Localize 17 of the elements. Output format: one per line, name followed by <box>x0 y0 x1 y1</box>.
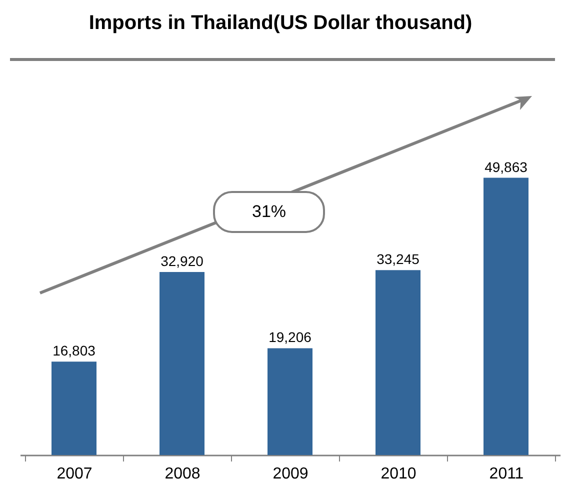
bar <box>268 348 312 455</box>
x-tick-label: 2008 <box>164 466 200 482</box>
bar <box>160 272 204 455</box>
callout-box: 31% <box>213 191 325 233</box>
x-tick-label: 2007 <box>56 466 92 482</box>
chart-title: Imports in Thailand(US Dollar thousand) <box>88 12 474 35</box>
data-label: 16,803 <box>52 342 96 359</box>
x-tick-label: 2011 <box>489 466 524 482</box>
bar <box>484 178 528 455</box>
data-label: 49,863 <box>484 158 528 175</box>
bar <box>52 362 96 455</box>
x-tick-label: 2010 <box>380 466 416 482</box>
x-tick-label: 2009 <box>272 466 308 482</box>
data-label: 32,920 <box>160 252 204 269</box>
bar <box>376 270 420 455</box>
data-label: 33,245 <box>376 251 420 268</box>
data-label: 19,206 <box>268 329 312 346</box>
